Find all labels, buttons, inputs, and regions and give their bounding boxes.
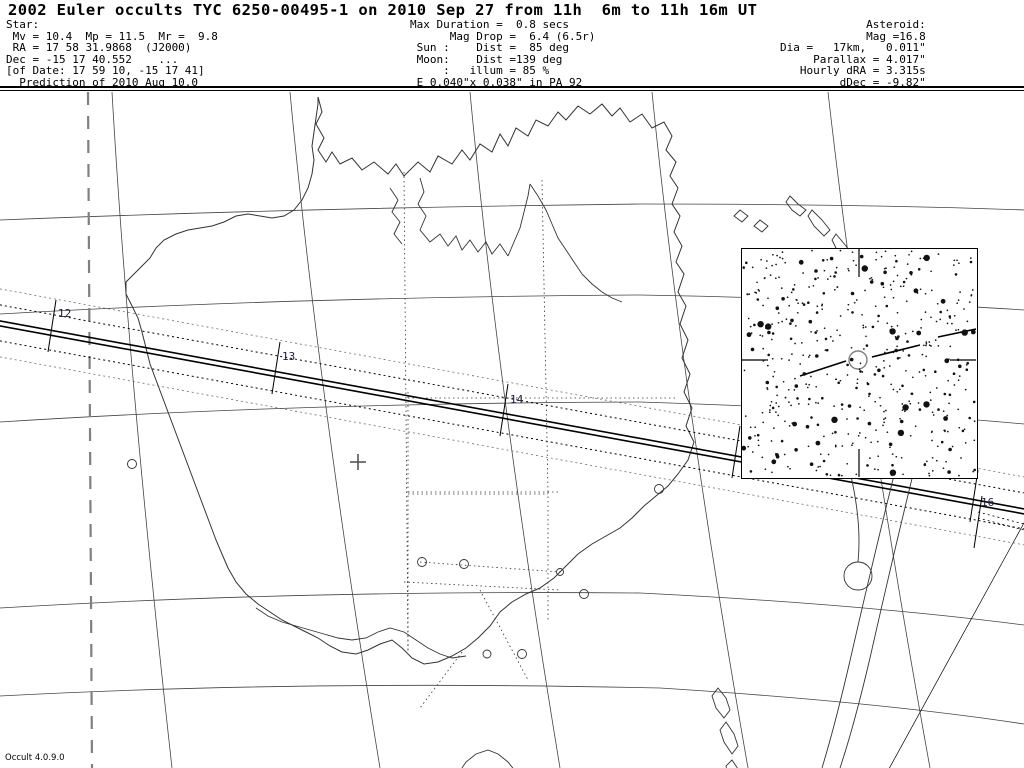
inset-edge-ticks (742, 249, 976, 477)
south-coast (255, 607, 467, 659)
app-version-label: Occult 4.0.9.0 (5, 753, 65, 763)
target-star-circle (848, 350, 868, 370)
arnhem-land (389, 187, 403, 245)
north-coast-detail (417, 177, 623, 303)
star-info-block: Star: Mv = 10.4 Mp = 11.5 Mr = 9.8 RA = … (6, 18, 218, 89)
asteroid-info-block: Asteroid: Mag =16.8 Dia = 17km, 0.011" P… (780, 18, 926, 89)
centre-crosshair-marker (350, 454, 366, 470)
time-label-13: 13 (282, 350, 296, 363)
shadow-path-stub-16 (973, 495, 1024, 549)
event-info-block: Max Duration = 0.8 secs Mag Drop = 6.4 (… (410, 18, 596, 89)
header-panel: 2002 Euler occults TYC 6250-00495-1 on 2… (0, 0, 1024, 91)
terminator-line (86, 92, 94, 768)
time-label-16: 16 (981, 496, 995, 509)
pacific-islands (711, 687, 739, 768)
header-divider-thin (0, 90, 1024, 91)
city-markers (127, 459, 873, 659)
australia-coastline (125, 96, 695, 665)
time-label-14: 14 (510, 393, 524, 406)
star-field-inset-panel[interactable] (741, 248, 978, 479)
star-field-chart (742, 249, 976, 477)
state-boundaries (403, 171, 676, 709)
asteroid-motion-vector (799, 328, 976, 377)
shadow-southern-limit (0, 340, 1024, 530)
header-divider-thick (0, 86, 1024, 88)
background-stars (742, 249, 976, 477)
time-label-12: 12 (58, 307, 72, 320)
page-title: 2002 Euler occults TYC 6250-00495-1 on 2… (8, 1, 758, 19)
world-map-panel[interactable]: 12 13 14 15 16 (0, 92, 1024, 768)
tasmania (461, 749, 514, 768)
